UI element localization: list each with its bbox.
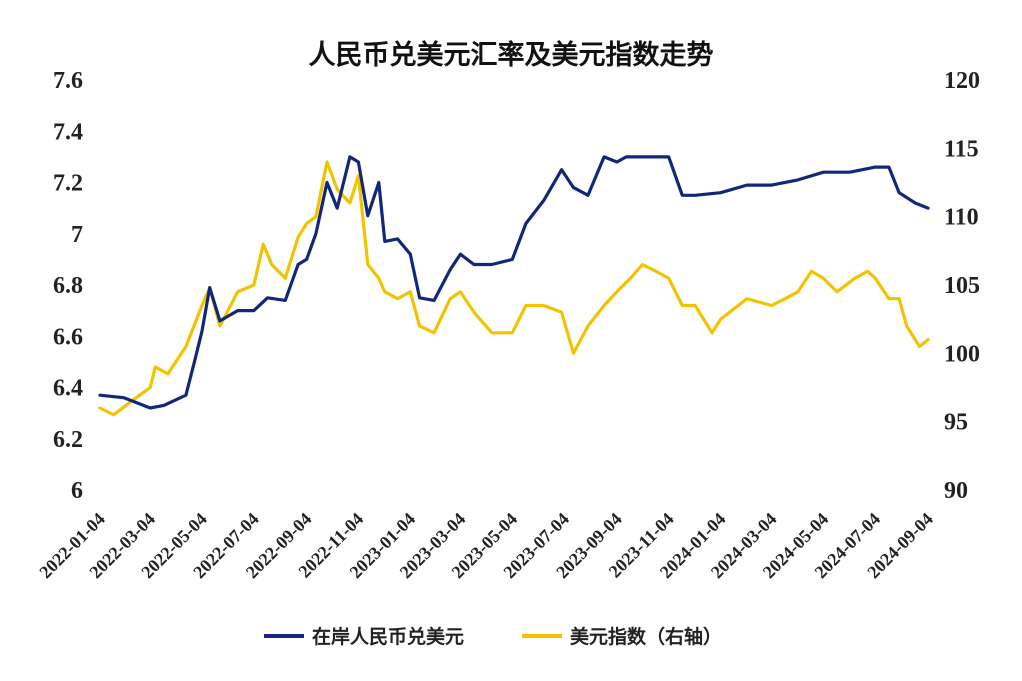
right-y-tick-label: 95 [944, 410, 968, 436]
left-y-tick-label: 6.8 [53, 273, 83, 299]
legend: 在岸人民币兑美元 美元指数（右轴） [264, 625, 722, 648]
left-y-tick-label: 6.2 [53, 427, 83, 453]
legend-dollar-index-label: 美元指数（右轴） [570, 625, 722, 648]
left-y-tick-label: 6.6 [53, 324, 83, 350]
right-y-tick-label: 100 [944, 341, 980, 367]
right-y-tick-label: 105 [944, 273, 980, 299]
dollar-index-series-line [98, 160, 930, 417]
chart-title: 人民币兑美元汇率及美元指数走势 [309, 39, 714, 71]
right-y-tick-label: 115 [944, 136, 979, 162]
right-y-tick-label: 90 [944, 478, 968, 504]
legend-rmb-usd-label: 在岸人民币兑美元 [312, 625, 464, 648]
right-y-tick-label: 110 [944, 205, 979, 231]
right-y-tick-label: 120 [944, 68, 980, 94]
rmb-usd-series-line [98, 155, 930, 410]
left-y-tick-label: 6 [71, 478, 83, 504]
plot-area [98, 155, 930, 417]
right-y-axis: 90 95 100 105 110 115 120 [944, 68, 980, 504]
left-y-tick-label: 7.4 [53, 119, 83, 145]
left-y-tick-label: 6.4 [53, 376, 83, 402]
left-y-tick-label: 7 [71, 222, 83, 248]
left-y-axis: 6 6.2 6.4 6.6 6.8 7 7.2 7.4 7.6 [53, 68, 83, 504]
left-y-tick-label: 7.6 [53, 68, 83, 94]
left-y-tick-label: 7.2 [53, 171, 83, 197]
x-axis: 2022-01-042022-03-042022-05-042022-07-04… [35, 509, 937, 583]
